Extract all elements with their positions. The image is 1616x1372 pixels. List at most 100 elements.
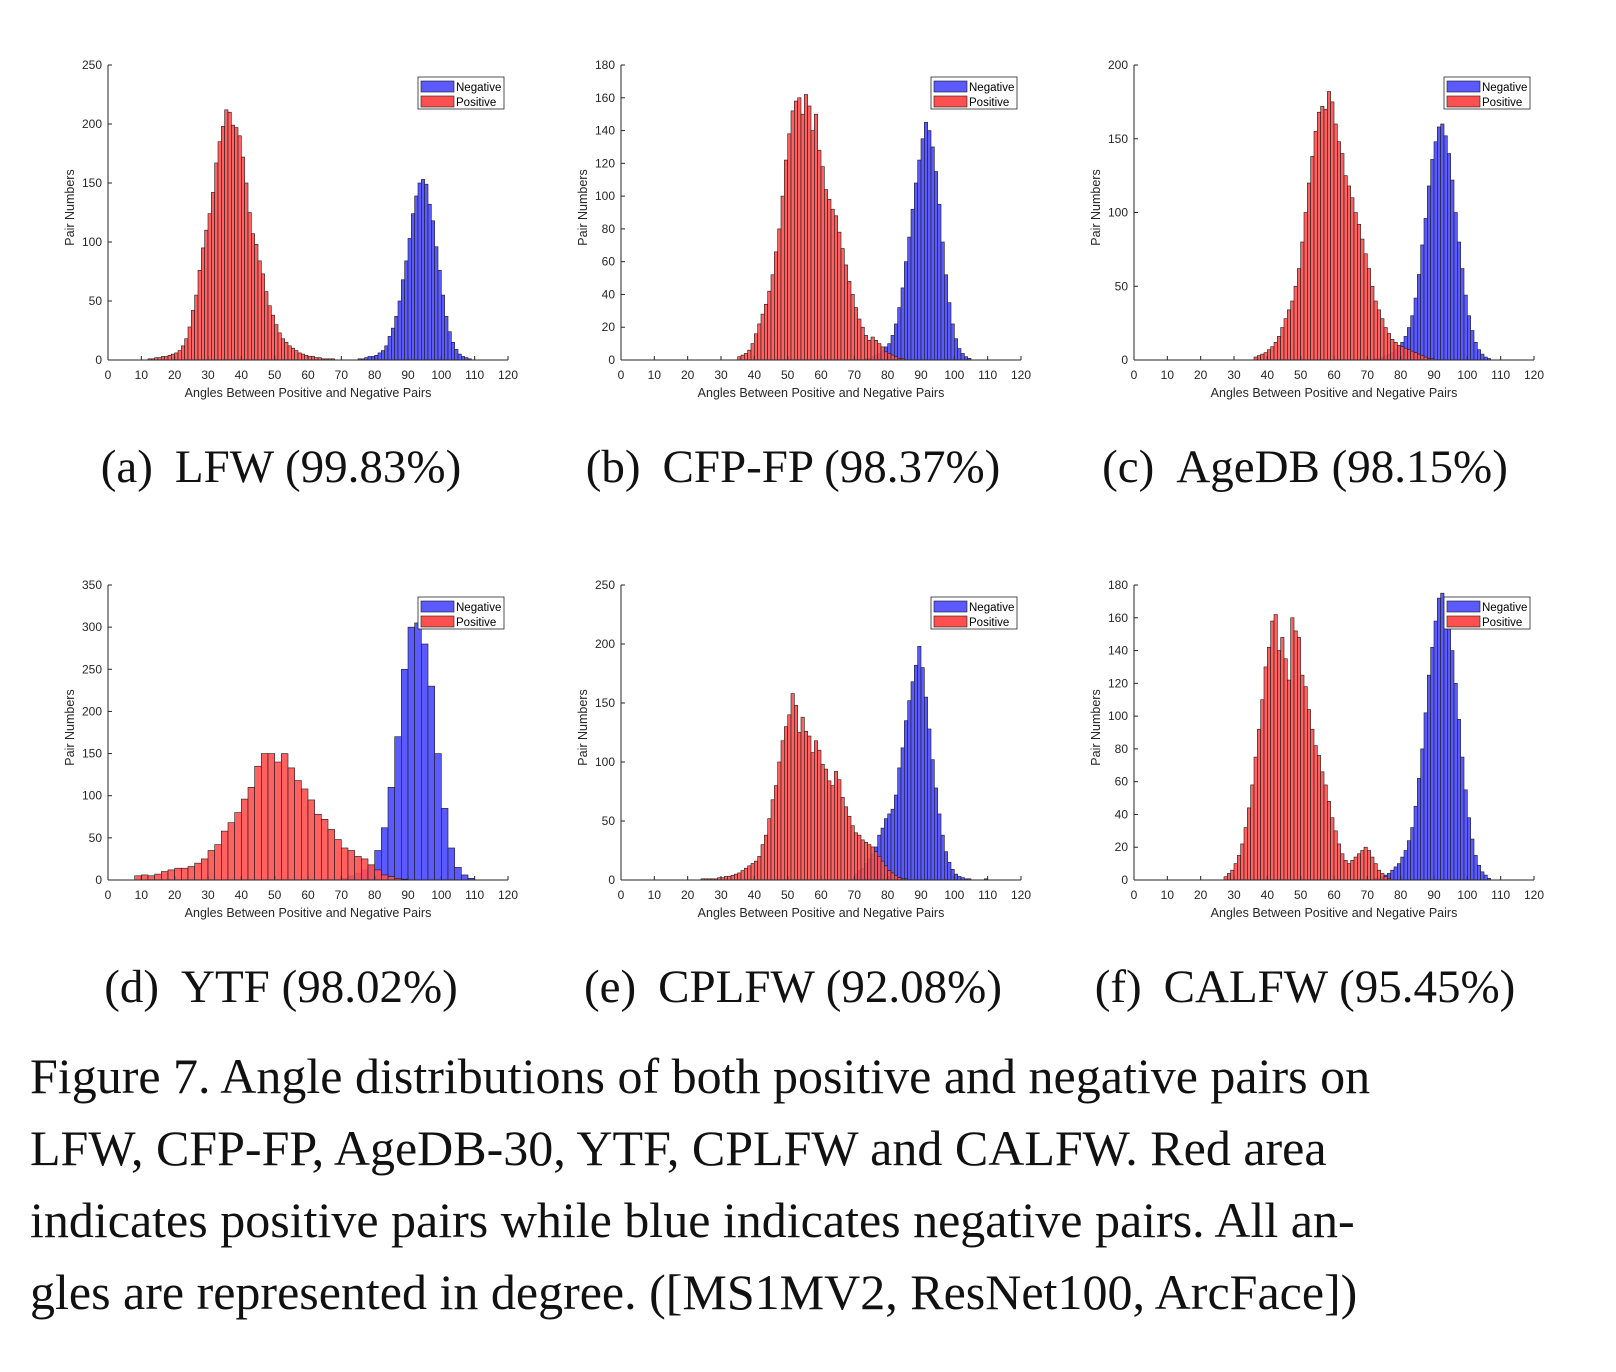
- subcaption-text: CFP-FP (98.37%): [662, 441, 1001, 493]
- negative-bar: [454, 867, 462, 881]
- negative-bar: [1450, 650, 1455, 881]
- x-axis-label: Angles Between Positive and Negative Pai…: [698, 906, 945, 920]
- negative-bar: [957, 876, 962, 881]
- positive-bar: [1327, 91, 1331, 361]
- y-tick-label: 300: [82, 620, 102, 634]
- x-tick-label: 40: [235, 368, 249, 382]
- subcaption-label: (d): [104, 961, 160, 1013]
- negative-bar: [401, 668, 409, 881]
- negative-bar: [1430, 159, 1435, 361]
- y-axis-label: Pair Numbers: [63, 169, 77, 245]
- positive-bar: [840, 797, 845, 881]
- x-tick-label: 90: [914, 368, 928, 382]
- positive-bar: [1413, 352, 1418, 361]
- positive-bar: [1360, 238, 1365, 361]
- positive-bar: [1370, 856, 1375, 881]
- positive-bar: [837, 779, 842, 881]
- negative-bar: [454, 349, 459, 361]
- positive-bar: [774, 785, 778, 881]
- negative-bar: [940, 241, 945, 361]
- positive-bar: [730, 874, 735, 881]
- y-tick-label: 100: [595, 755, 615, 769]
- histogram-lfw: 0 10 20 30 40 50 60 70 80 90 100 110 120 0 50 100 150 200…: [63, 58, 518, 400]
- positive-bar: [1280, 637, 1285, 881]
- negative-bar: [387, 786, 395, 881]
- positive-bar: [1340, 853, 1345, 881]
- x-tick-label: 40: [1261, 888, 1275, 902]
- positive-bar: [750, 343, 755, 361]
- y-tick-label: 200: [595, 637, 615, 651]
- positive-bar: [817, 149, 822, 361]
- negative-bar: [1457, 241, 1461, 361]
- negative-bar: [944, 851, 948, 881]
- negative-bar: [427, 203, 432, 361]
- x-tick-label: 90: [1427, 888, 1441, 902]
- negative-bar: [900, 287, 905, 361]
- positive-bar: [724, 876, 728, 881]
- negative-bar: [447, 847, 455, 881]
- x-tick-label: 30: [201, 888, 215, 902]
- y-tick-label: 350: [82, 578, 102, 592]
- negative-bar: [960, 353, 965, 361]
- negative-bar: [1460, 268, 1465, 361]
- y-tick-label: 50: [89, 294, 103, 308]
- positive-bar: [141, 874, 149, 881]
- positive-bar: [207, 213, 212, 361]
- subcaption-b: (b) CFP-FP (98.37%): [533, 440, 1053, 494]
- positive-bar: [274, 324, 279, 361]
- positive-bar: [187, 866, 195, 881]
- positive-bar: [1357, 224, 1361, 361]
- x-tick-label: 90: [401, 888, 415, 902]
- negative-bar: [1453, 212, 1458, 361]
- negative-bar: [894, 794, 898, 881]
- positive-bar: [1377, 309, 1381, 361]
- positive-bar: [247, 786, 255, 881]
- positive-bar: [234, 127, 239, 361]
- negative-bar: [1427, 674, 1431, 881]
- positive-bar: [734, 873, 738, 881]
- positive-bar: [201, 247, 205, 361]
- positive-bar: [864, 335, 868, 361]
- positive-bar: [281, 338, 285, 361]
- positive-bar: [1393, 341, 1398, 361]
- positive-bar: [1240, 843, 1245, 881]
- legend-swatch-negative: [1446, 80, 1481, 93]
- positive-bar: [1337, 141, 1341, 361]
- y-tick-label: 250: [82, 58, 102, 72]
- negative-bar: [937, 204, 942, 361]
- positive-bar: [1417, 353, 1421, 361]
- positive-bar: [1397, 344, 1401, 361]
- legend: Negative Positive: [930, 76, 1018, 110]
- subcaption-text: CALFW (95.45%): [1163, 961, 1516, 1013]
- negative-bar: [1473, 855, 1478, 881]
- positive-bar: [810, 130, 815, 361]
- x-tick-label: 110: [465, 888, 484, 902]
- x-tick-label: 100: [1457, 888, 1477, 902]
- positive-bar: [1227, 873, 1231, 881]
- positive-bar: [1337, 843, 1341, 881]
- legend-label-negative: Negative: [1482, 602, 1527, 614]
- x-tick-label: 20: [681, 368, 695, 382]
- positive-bar: [864, 841, 868, 881]
- y-axis-label: Pair Numbers: [1089, 169, 1103, 245]
- positive-bar: [1270, 620, 1275, 881]
- negative-bar: [940, 834, 945, 881]
- positive-bar: [880, 346, 885, 361]
- positive-bar: [221, 126, 225, 361]
- histogram-ytf: 0 10 20 30 40 50 60 70 80 90 100 110 120 0 50 100 150 200…: [63, 578, 518, 920]
- positive-bar: [874, 340, 878, 361]
- positive-bar: [1303, 686, 1308, 881]
- negative-bar: [887, 813, 892, 881]
- negative-bar: [1447, 617, 1451, 881]
- y-tick-label: 200: [82, 704, 102, 718]
- negative-bar: [384, 345, 389, 361]
- negative-bar: [427, 685, 435, 881]
- negative-bar: [434, 753, 442, 881]
- subcaption-label: (c): [1102, 441, 1155, 493]
- positive-bar: [247, 212, 252, 361]
- positive-bar: [1293, 285, 1298, 361]
- x-tick-label: 110: [978, 368, 997, 382]
- x-tick-label: 50: [781, 888, 795, 902]
- negative-bar: [920, 138, 925, 361]
- positive-bar: [850, 825, 855, 881]
